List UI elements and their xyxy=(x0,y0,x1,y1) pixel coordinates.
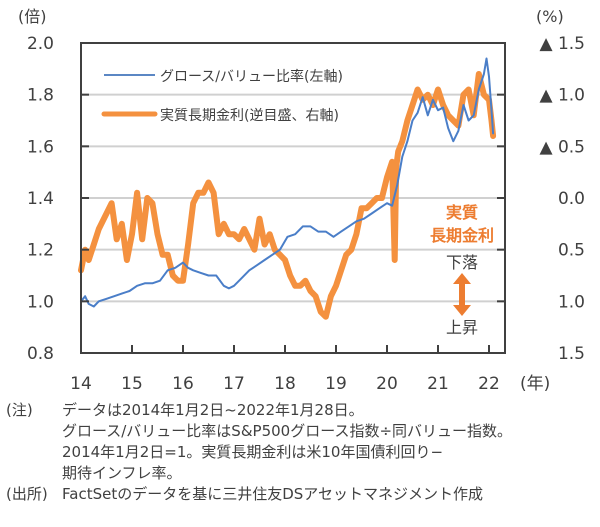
left-tick-label: 1.6 xyxy=(27,137,54,157)
real-yield-annotation: 実質 長期金利 下落 上昇 xyxy=(430,203,494,337)
note-line-3: 2014年1月2日=1。実質長期金利は米10年国債利回り− xyxy=(62,443,444,461)
right-tick-label: 0.5 xyxy=(558,241,585,261)
legend-label-growth-value: グロース/バリュー比率(左軸) xyxy=(160,68,343,85)
source-text: FactSetのデータを基に三井住友DSアセットマネジメント作成 xyxy=(62,485,483,503)
right-tick-label: 0.0 xyxy=(558,189,585,209)
x-axis-unit: (年) xyxy=(520,374,550,394)
x-tick-label: 19 xyxy=(325,374,347,394)
legend-label-real-yield: 実質長期金利(逆目盛、右軸) xyxy=(160,108,339,124)
annotation-down-label: 下落 xyxy=(446,253,478,272)
left-tick-label: 1.8 xyxy=(27,86,54,106)
gridlines xyxy=(81,93,505,303)
right-tick-label: ▲ 1.5 xyxy=(539,34,585,54)
note-head: (注) xyxy=(6,401,33,419)
annotation-up-label: 上昇 xyxy=(446,318,478,337)
x-tick-label: 21 xyxy=(427,374,449,394)
note-line-4: 期待インフレ率。 xyxy=(62,464,182,482)
right-tick-label: ▲ 0.5 xyxy=(539,137,585,157)
x-tick-label: 22 xyxy=(478,374,500,394)
source-row: (出所) FactSetのデータを基に三井住友DSアセットマネジメント作成 xyxy=(6,484,600,505)
axis-ticks xyxy=(81,93,505,353)
note-row: (注) データは2014年1月2日~2022年1月28日。 xyxy=(6,400,600,421)
series-layer xyxy=(78,57,497,320)
left-tick-label: 2.0 xyxy=(27,34,54,54)
source-head: (出所) xyxy=(6,485,48,503)
right-axis-unit: (%) xyxy=(536,7,564,26)
x-tick-label: 17 xyxy=(223,374,245,394)
x-tick-label: 15 xyxy=(121,374,143,394)
left-tick-label: 1.4 xyxy=(27,189,54,209)
note-line-2: グロース/バリュー比率はS&P500グロース指数÷同バリュー指数。 xyxy=(62,422,513,440)
legend: グロース/バリュー比率(左軸) 実質長期金利(逆目盛、右軸) xyxy=(101,68,343,124)
x-tick-label: 20 xyxy=(376,374,398,394)
x-tick-label: 16 xyxy=(172,374,194,394)
note-line-1: データは2014年1月2日~2022年1月28日。 xyxy=(62,401,364,419)
right-tick-label: 1.5 xyxy=(558,344,585,364)
left-tick-label: 1.2 xyxy=(27,241,54,261)
axis-labels: 0.8 1.0 1.2 1.4 1.6 1.8 2.0 ▲ 1.5 ▲ 1.0 ▲ 0.5 0.0 0… xyxy=(27,34,585,394)
annotation-title-line2: 長期金利 xyxy=(430,226,494,245)
left-axis-unit: (倍) xyxy=(18,7,47,26)
left-tick-label: 0.8 xyxy=(27,344,54,364)
right-tick-label: ▲ 1.0 xyxy=(539,86,585,106)
x-tick-label: 14 xyxy=(70,374,92,394)
footnotes: (注) データは2014年1月2日~2022年1月28日。 グロース/バリュー比… xyxy=(6,400,600,505)
right-tick-label: 1.0 xyxy=(558,292,585,312)
left-tick-label: 1.0 xyxy=(27,292,54,312)
double-arrow-icon xyxy=(453,273,471,316)
series-real-long-term-yield xyxy=(78,71,497,320)
chart: 0.8 1.0 1.2 1.4 1.6 1.8 2.0 ▲ 1.5 ▲ 1.0 ▲ 0.5 0.0 0… xyxy=(18,7,585,394)
x-tick-label: 18 xyxy=(274,374,296,394)
series-growth-value-ratio xyxy=(80,57,495,308)
annotation-title-line1: 実質 xyxy=(446,203,478,222)
